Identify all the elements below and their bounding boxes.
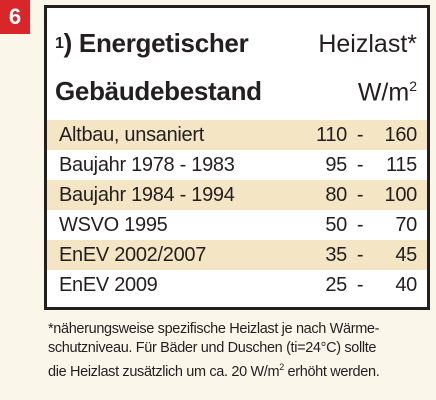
value-low: 110 xyxy=(316,123,347,146)
row-value: 35- 45 xyxy=(303,244,417,267)
row-value: 110-160 xyxy=(303,124,417,147)
table-title-line-2: Gebäudebestand xyxy=(55,76,262,106)
value-dash: - xyxy=(356,273,364,296)
footnote-text: *näherungsweise spezifische Heizlast je … xyxy=(48,320,428,382)
heizlast-table: 1) Energetischer Heizlast* Gebäudebestan… xyxy=(44,5,430,310)
value-high: 40 xyxy=(395,273,417,296)
value-dash: - xyxy=(356,123,364,146)
row-label: Baujahr 1984 - 1994 xyxy=(59,183,235,206)
row-label: Baujahr 1978 - 1983 xyxy=(59,153,235,176)
column-unit: W/m2 xyxy=(358,78,417,107)
title-word-energetischer: Energetischer xyxy=(78,28,249,58)
table-body: Altbau, unsaniert 110-160 Baujahr 1978 -… xyxy=(47,120,427,300)
header-row-1: 1) Energetischer Heizlast* xyxy=(55,28,417,59)
footnote-bracket: ) xyxy=(63,28,73,58)
unit-base: W/m xyxy=(357,78,410,106)
table-row: EnEV 2002/2007 35- 45 xyxy=(47,240,427,270)
table-row: Altbau, unsaniert 110-160 xyxy=(47,120,427,150)
footnote-line-3: die Heizlast zusätzlich um ca. 20 W/m2 e… xyxy=(48,358,428,382)
unit-exponent: 2 xyxy=(409,77,417,94)
row-value: 95-115 xyxy=(303,154,417,177)
footnote-line-3-end: erhöht werden. xyxy=(283,363,380,380)
row-value: 80-100 xyxy=(303,184,417,207)
value-dash: - xyxy=(356,243,364,266)
table-row: Baujahr 1984 - 1994 80-100 xyxy=(47,180,427,210)
table-row: EnEV 2009 25- 40 xyxy=(47,270,427,300)
header-row-2: Gebäudebestand W/m2 xyxy=(55,76,417,107)
value-dash: - xyxy=(356,213,364,236)
row-label: WSVO 1995 xyxy=(59,213,168,236)
row-value: 25- 40 xyxy=(303,274,417,297)
row-label: Altbau, unsaniert xyxy=(59,123,204,146)
value-dash: - xyxy=(356,153,364,176)
footnote-line-1: *näherungsweise spezifische Heizlast je … xyxy=(48,321,380,337)
row-value: 50- 70 xyxy=(303,214,417,237)
value-high: 45 xyxy=(395,243,417,266)
value-low: 95 xyxy=(325,153,347,176)
footnote-line-2: schutzniveau. Für Bäder und Duschen (ti=… xyxy=(48,340,377,356)
value-high: 115 xyxy=(386,153,417,176)
row-label: EnEV 2002/2007 xyxy=(59,243,207,266)
row-label: EnEV 2009 xyxy=(59,273,158,296)
value-low: 80 xyxy=(325,183,347,206)
value-high: 70 xyxy=(395,213,417,236)
footnote-mark: 1 xyxy=(55,35,64,52)
column-title: Heizlast* xyxy=(318,30,417,58)
table-row: Baujahr 1978 - 1983 95-115 xyxy=(47,150,427,180)
value-low: 35 xyxy=(325,243,347,266)
value-high: 160 xyxy=(384,123,418,146)
footnote-line-3-start: die Heizlast zusätzlich um ca. 20 W/m xyxy=(48,363,280,380)
value-low: 50 xyxy=(325,213,347,236)
value-low: 25 xyxy=(325,273,347,296)
footnote-unit-exponent: 2 xyxy=(279,362,284,372)
table-row: WSVO 1995 50- 70 xyxy=(47,210,427,240)
value-high: 100 xyxy=(384,183,418,206)
value-dash: - xyxy=(356,183,364,206)
figure-number-badge: 6 xyxy=(0,0,30,34)
table-title-line-1: 1) Energetischer xyxy=(55,28,249,59)
